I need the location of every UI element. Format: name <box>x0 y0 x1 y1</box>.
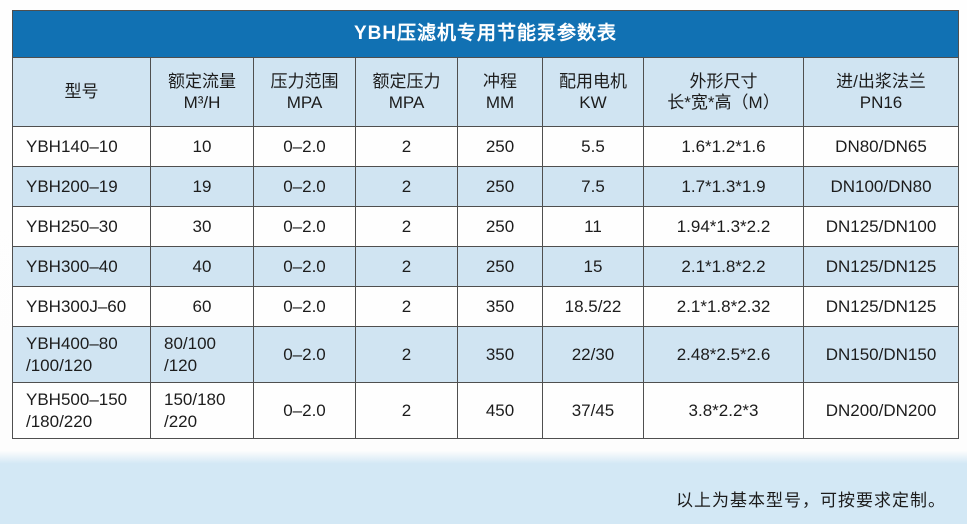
cell-dimensions: 2.1*1.8*2.32 <box>643 286 804 327</box>
cell-motor: 11 <box>542 206 644 247</box>
cell-rated-pressure: 2 <box>355 206 458 247</box>
cell-rated-pressure: 2 <box>355 166 458 207</box>
cell-rated-pressure: 2 <box>355 286 458 327</box>
cell-rated-flow: 150/180 /220 <box>150 382 254 439</box>
cell-stroke: 350 <box>457 326 543 383</box>
cell-pressure-range: 0–2.0 <box>253 166 356 207</box>
table-row: YBH250–30 30 0–2.0 2 250 11 1.94*1.3*2.2… <box>12 206 959 247</box>
cell-stroke: 250 <box>457 206 543 247</box>
cell-flange: DN125/DN100 <box>803 206 959 247</box>
header-dimensions: 外形尺寸 长*宽*高（M） <box>643 57 804 127</box>
footer-note: 以上为基本型号，可按要求定制。 <box>676 491 946 510</box>
cell-dimensions: 3.8*2.2*3 <box>643 382 804 439</box>
cell-motor: 5.5 <box>542 126 644 167</box>
cell-model: YBH200–19 <box>12 166 151 207</box>
table-title-bar: YBH压滤机专用节能泵参数表 <box>12 10 959 58</box>
table-row: YBH200–19 19 0–2.0 2 250 7.5 1.7*1.3*1.9… <box>12 166 959 207</box>
cell-stroke: 250 <box>457 246 543 287</box>
cell-stroke: 250 <box>457 126 543 167</box>
cell-rated-pressure: 2 <box>355 382 458 439</box>
cell-stroke: 450 <box>457 382 543 439</box>
cell-motor: 22/30 <box>542 326 644 383</box>
cell-flange: DN80/DN65 <box>803 126 959 167</box>
header-rated-flow: 额定流量 M³/H <box>150 57 254 127</box>
header-model: 型号 <box>12 57 151 127</box>
cell-rated-pressure: 2 <box>355 126 458 167</box>
table-row: YBH300–40 40 0–2.0 2 250 15 2.1*1.8*2.2 … <box>12 246 959 287</box>
cell-rated-flow: 19 <box>150 166 254 207</box>
table-title: YBH压滤机专用节能泵参数表 <box>12 10 959 58</box>
header-motor: 配用电机 KW <box>542 57 644 127</box>
cell-pressure-range: 0–2.0 <box>253 382 356 439</box>
table-row: YBH300J–60 60 0–2.0 2 350 18.5/22 2.1*1.… <box>12 286 959 327</box>
cell-pressure-range: 0–2.0 <box>253 206 356 247</box>
cell-flange: DN125/DN125 <box>803 286 959 327</box>
cell-flange: DN100/DN80 <box>803 166 959 207</box>
cell-motor: 7.5 <box>542 166 644 207</box>
cell-motor: 15 <box>542 246 644 287</box>
table-header-row: 型号 额定流量 M³/H 压力范围 MPA 额定压力 MPA 冲程 MM 配用电… <box>12 57 959 127</box>
cell-dimensions: 1.7*1.3*1.9 <box>643 166 804 207</box>
cell-model: YBH400–80 /100/120 <box>12 326 151 383</box>
header-flange: 进/出浆法兰 PN16 <box>803 57 959 127</box>
cell-pressure-range: 0–2.0 <box>253 126 356 167</box>
cell-rated-flow: 30 <box>150 206 254 247</box>
cell-rated-flow: 10 <box>150 126 254 167</box>
cell-flange: DN200/DN200 <box>803 382 959 439</box>
cell-motor: 37/45 <box>542 382 644 439</box>
cell-pressure-range: 0–2.0 <box>253 326 356 383</box>
cell-dimensions: 1.6*1.2*1.6 <box>643 126 804 167</box>
table-row: YBH500–150 /180/220 150/180 /220 0–2.0 2… <box>12 382 959 439</box>
cell-dimensions: 2.48*2.5*2.6 <box>643 326 804 383</box>
cell-dimensions: 2.1*1.8*2.2 <box>643 246 804 287</box>
header-rated-pressure: 额定压力 MPA <box>355 57 458 127</box>
cell-model: YBH500–150 /180/220 <box>12 382 151 439</box>
cell-rated-pressure: 2 <box>355 246 458 287</box>
table-row: YBH400–80 /100/120 80/100 /120 0–2.0 2 3… <box>12 326 959 383</box>
table-row: YBH140–10 10 0–2.0 2 250 5.5 1.6*1.2*1.6… <box>12 126 959 167</box>
cell-model: YBH140–10 <box>12 126 151 167</box>
cell-rated-flow: 40 <box>150 246 254 287</box>
cell-motor: 18.5/22 <box>542 286 644 327</box>
header-stroke: 冲程 MM <box>457 57 543 127</box>
cell-stroke: 250 <box>457 166 543 207</box>
cell-rated-pressure: 2 <box>355 326 458 383</box>
cell-pressure-range: 0–2.0 <box>253 246 356 287</box>
cell-stroke: 350 <box>457 286 543 327</box>
cell-model: YBH300J–60 <box>12 286 151 327</box>
cell-pressure-range: 0–2.0 <box>253 286 356 327</box>
cell-rated-flow: 80/100 /120 <box>150 326 254 383</box>
cell-flange: DN150/DN150 <box>803 326 959 383</box>
cell-model: YBH300–40 <box>12 246 151 287</box>
cell-dimensions: 1.94*1.3*2.2 <box>643 206 804 247</box>
pump-parameter-table: YBH压滤机专用节能泵参数表 型号 额定流量 M³/H 压力范围 MPA 额定压… <box>12 10 959 439</box>
cell-model: YBH250–30 <box>12 206 151 247</box>
cell-flange: DN125/DN125 <box>803 246 959 287</box>
cell-rated-flow: 60 <box>150 286 254 327</box>
header-pressure-range: 压力范围 MPA <box>253 57 356 127</box>
